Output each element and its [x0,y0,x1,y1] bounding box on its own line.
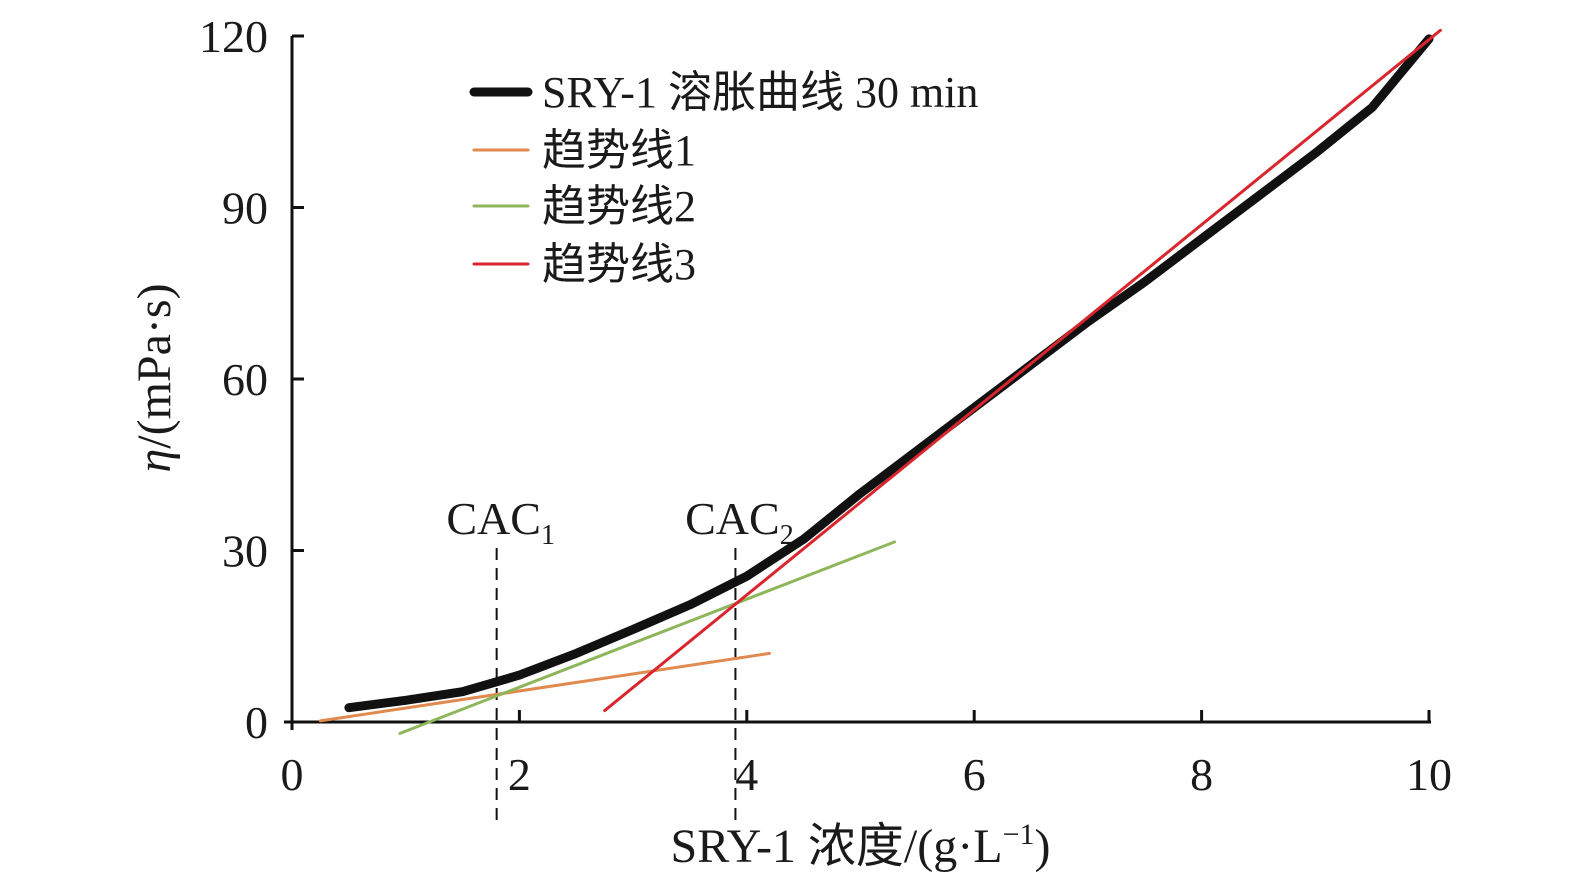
legend-label-4: 趋势线3 [542,240,696,289]
legend: SRY-1 溶胀曲线 30 min 趋势线1 趋势线2 趋势线3 [469,68,978,289]
y-tick-label: 60 [222,354,268,405]
x-axis-title-close: ) [1034,820,1050,873]
series-layer [318,28,1442,735]
x-tick-label: 6 [963,749,986,800]
x-tick-label: 4 [735,749,758,800]
legend-label-1: SRY-1 溶胀曲线 30 min [542,68,978,117]
cac-label-1: CAC1 [446,493,555,551]
x-axis-title-superscript: −1 [1003,818,1035,851]
cac-label-2: CAC2 [685,493,794,551]
x-tick-label: 8 [1190,749,1213,800]
y-tick-label: 30 [222,526,268,577]
cac-label-text: CAC [685,493,780,544]
y-tick-label: 90 [222,183,268,234]
y-tick-label: 120 [199,11,268,62]
cac-label-subscript: 1 [541,520,555,551]
legend-label-2: 趋势线1 [542,126,696,175]
y-axis-title-unit: /(mPa·s) [128,283,181,448]
x-axis-title-main: SRY-1 浓度/(g·L [671,820,1003,873]
cac-label-text: CAC [446,493,541,544]
y-axis-title: η/(mPa·s) [128,283,181,472]
legend-label-3: 趋势线2 [542,182,696,231]
series-line-1 [344,34,1434,713]
series-line-4 [603,28,1442,713]
x-tick-label: 10 [1406,749,1452,800]
series-line-3 [398,540,897,735]
annotations: CAC1 CAC2 [446,493,794,828]
y-tick-label: 0 [245,697,268,748]
y-axis-title-symbol: η [128,449,181,473]
x-tick-label: 0 [281,749,304,800]
x-axis-title: SRY-1 浓度/(g·L−1) [671,818,1051,873]
series-line-2 [318,651,771,723]
axes: 0 30 60 90 120 0 2 4 6 8 10 SRY-1 浓度/(g·L−1) η/(mPa·… [128,11,1452,873]
x-tick-label: 2 [508,749,531,800]
